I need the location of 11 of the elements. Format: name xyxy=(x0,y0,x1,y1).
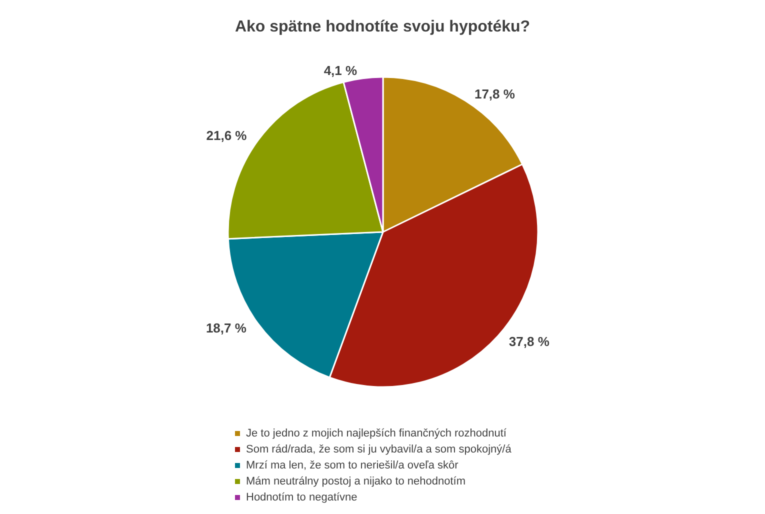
data-label: 17,8 % xyxy=(474,86,516,102)
legend-label: Mrzí ma len, že som to neriešil/a oveľa skôr xyxy=(246,460,459,472)
legend-label: Mám neutrálny postoj a nijako to nehodnotím xyxy=(246,476,466,488)
chart-title: Ako spätne hodnotíte svoju hypotéku? xyxy=(234,18,530,36)
data-label: 4,1 % xyxy=(324,62,358,78)
legend-label: Hodnotím to negatívne xyxy=(246,492,358,504)
legend-label: Je to jedno z mojich najlepších finančných rozhodnutí xyxy=(246,428,508,440)
data-label: 21,6 % xyxy=(206,128,248,143)
data-label: 18,7 % xyxy=(206,320,247,336)
legend-label: Som rád/rada, že som si ju vybavil/a a som spokojný/á xyxy=(246,444,512,456)
data-label: 37,8 % xyxy=(508,334,550,349)
